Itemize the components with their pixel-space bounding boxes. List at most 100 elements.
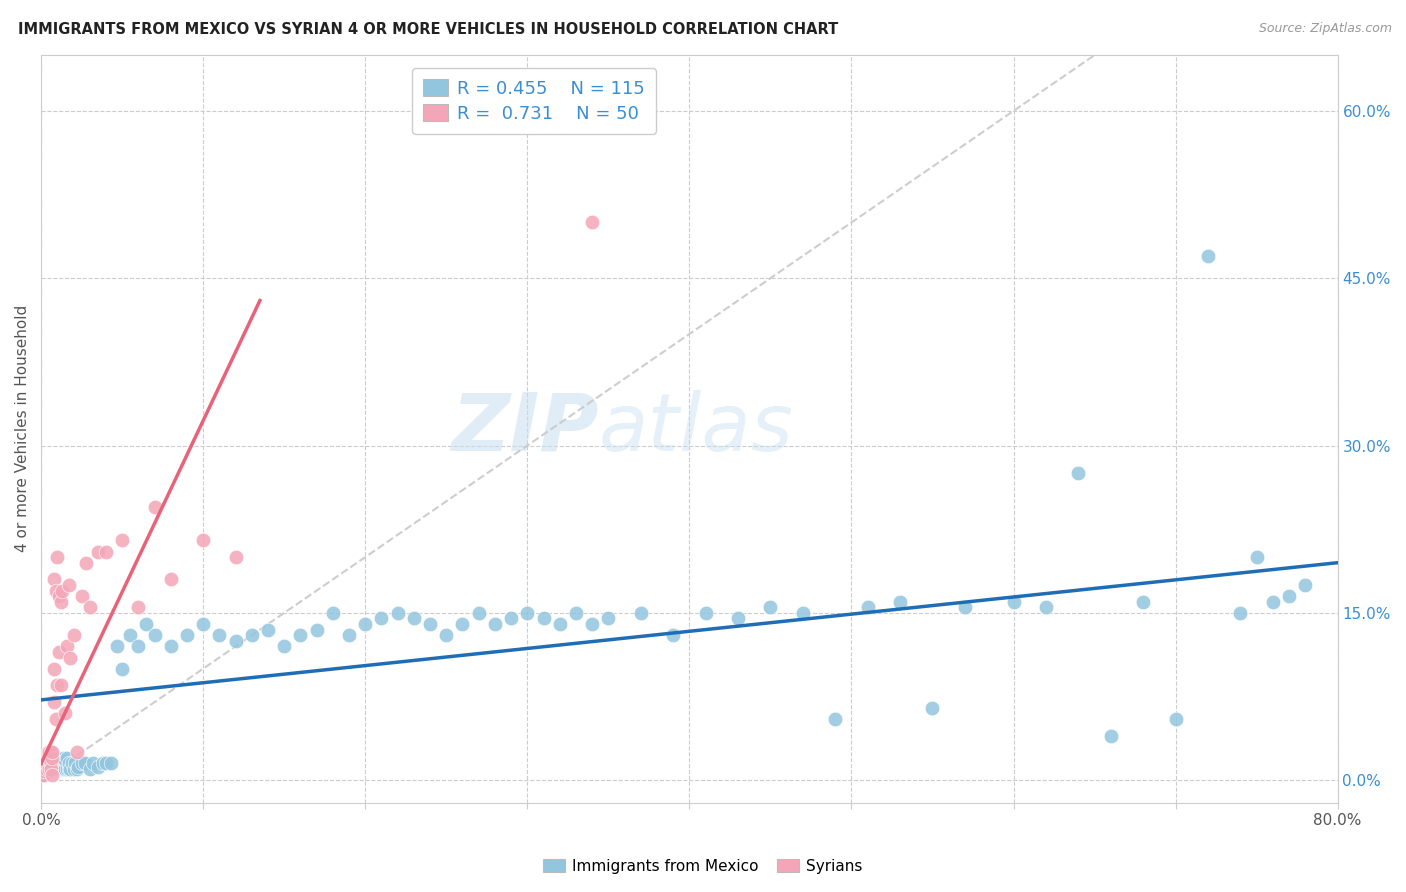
Point xyxy=(1002,595,1025,609)
Point xyxy=(41,751,63,765)
Point xyxy=(273,640,295,654)
Point xyxy=(38,764,60,779)
Point xyxy=(63,756,86,771)
Point xyxy=(48,589,70,603)
Point xyxy=(41,767,63,781)
Point xyxy=(565,606,588,620)
Point xyxy=(105,640,128,654)
Point xyxy=(58,756,80,771)
Point xyxy=(1067,467,1090,481)
Point xyxy=(52,751,75,765)
Point xyxy=(60,756,83,771)
Point xyxy=(135,617,157,632)
Point xyxy=(58,762,80,776)
Point xyxy=(240,628,263,642)
Legend: Immigrants from Mexico, Syrians: Immigrants from Mexico, Syrians xyxy=(537,853,869,880)
Text: IMMIGRANTS FROM MEXICO VS SYRIAN 4 OR MORE VEHICLES IN HOUSEHOLD CORRELATION CHA: IMMIGRANTS FROM MEXICO VS SYRIAN 4 OR MO… xyxy=(18,22,838,37)
Point xyxy=(37,756,59,771)
Point xyxy=(370,611,392,625)
Point xyxy=(45,751,67,765)
Point xyxy=(39,762,62,776)
Point xyxy=(39,756,62,771)
Point xyxy=(35,751,58,765)
Point xyxy=(548,617,571,632)
Text: atlas: atlas xyxy=(599,390,793,467)
Point xyxy=(402,611,425,625)
Point xyxy=(225,550,247,565)
Point xyxy=(727,611,749,625)
Point xyxy=(501,611,523,625)
Point xyxy=(41,751,63,765)
Point xyxy=(48,751,70,765)
Point xyxy=(759,600,782,615)
Point xyxy=(31,762,53,776)
Point xyxy=(37,745,59,759)
Point xyxy=(70,589,93,603)
Point xyxy=(889,595,911,609)
Point xyxy=(434,628,457,642)
Point xyxy=(598,611,620,625)
Point xyxy=(322,606,344,620)
Point xyxy=(111,533,134,548)
Point xyxy=(38,745,60,759)
Point xyxy=(662,628,685,642)
Point xyxy=(94,544,117,558)
Point xyxy=(34,751,56,765)
Point xyxy=(38,753,60,767)
Point xyxy=(1035,600,1057,615)
Text: Source: ZipAtlas.com: Source: ZipAtlas.com xyxy=(1258,22,1392,36)
Point xyxy=(143,500,166,514)
Point xyxy=(792,606,814,620)
Point xyxy=(451,617,474,632)
Point xyxy=(111,662,134,676)
Point xyxy=(35,764,58,779)
Y-axis label: 4 or more Vehicles in Household: 4 or more Vehicles in Household xyxy=(15,305,30,552)
Point xyxy=(39,745,62,759)
Point xyxy=(1278,589,1301,603)
Point xyxy=(856,600,879,615)
Point xyxy=(66,745,89,759)
Point xyxy=(87,544,110,558)
Point xyxy=(45,712,67,726)
Point xyxy=(42,695,65,709)
Point xyxy=(35,762,58,776)
Point xyxy=(516,606,538,620)
Point xyxy=(38,760,60,774)
Point xyxy=(35,760,58,774)
Point xyxy=(76,556,98,570)
Point xyxy=(1229,606,1251,620)
Point xyxy=(46,550,69,565)
Point xyxy=(56,762,79,776)
Point xyxy=(42,756,65,771)
Point xyxy=(290,628,312,642)
Point xyxy=(55,753,77,767)
Point xyxy=(82,756,104,771)
Point xyxy=(42,751,65,765)
Point xyxy=(921,700,943,714)
Point xyxy=(91,756,114,771)
Point xyxy=(1197,249,1219,263)
Point xyxy=(127,640,149,654)
Point xyxy=(208,628,231,642)
Point xyxy=(100,756,122,771)
Point xyxy=(45,760,67,774)
Point xyxy=(533,611,555,625)
Point xyxy=(824,712,846,726)
Point xyxy=(143,628,166,642)
Point xyxy=(630,606,652,620)
Point xyxy=(94,756,117,771)
Point xyxy=(34,764,56,779)
Point xyxy=(354,617,377,632)
Point xyxy=(34,767,56,781)
Point xyxy=(41,762,63,776)
Point xyxy=(48,756,70,771)
Point xyxy=(46,678,69,692)
Point xyxy=(66,762,89,776)
Point xyxy=(49,678,72,692)
Point xyxy=(70,756,93,771)
Point xyxy=(73,756,96,771)
Point xyxy=(41,756,63,771)
Point xyxy=(42,662,65,676)
Point xyxy=(581,617,603,632)
Point xyxy=(79,600,101,615)
